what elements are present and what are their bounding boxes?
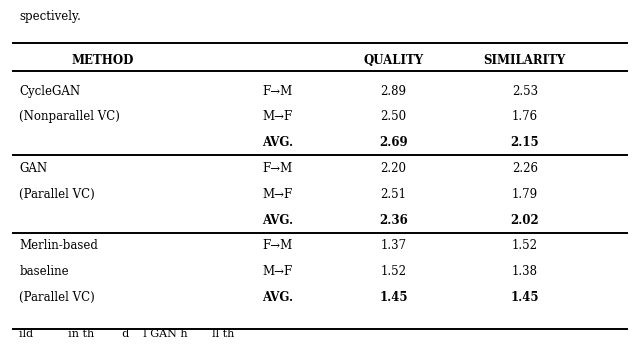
Text: 2.20: 2.20	[381, 162, 406, 175]
Text: 1.52: 1.52	[512, 239, 538, 252]
Text: CycleGAN: CycleGAN	[19, 85, 81, 98]
Text: F→M: F→M	[262, 239, 292, 252]
Text: M→F: M→F	[262, 265, 292, 278]
Text: spectively.: spectively.	[19, 10, 81, 23]
Text: 2.53: 2.53	[512, 85, 538, 98]
Text: M→F: M→F	[262, 110, 292, 123]
Text: 1.38: 1.38	[512, 265, 538, 278]
Text: 2.36: 2.36	[380, 214, 408, 227]
Text: M→F: M→F	[262, 188, 292, 201]
Text: (Parallel VC): (Parallel VC)	[19, 188, 95, 201]
Text: 2.89: 2.89	[381, 85, 406, 98]
Text: AVG.: AVG.	[262, 136, 294, 149]
Text: 1.79: 1.79	[512, 188, 538, 201]
Text: 1.37: 1.37	[381, 239, 406, 252]
Text: AVG.: AVG.	[262, 291, 294, 304]
Text: ild          in th        d    l GAN h       ll th: ild in th d l GAN h ll th	[19, 329, 235, 339]
Text: 2.26: 2.26	[512, 162, 538, 175]
Text: Merlin-based: Merlin-based	[19, 239, 98, 252]
Text: 2.50: 2.50	[381, 110, 406, 123]
Text: 2.15: 2.15	[511, 136, 539, 149]
Text: 1.45: 1.45	[380, 291, 408, 304]
Text: QUALITY: QUALITY	[364, 54, 424, 67]
Text: 2.51: 2.51	[381, 188, 406, 201]
Text: (Nonparallel VC): (Nonparallel VC)	[19, 110, 120, 123]
Text: (Parallel VC): (Parallel VC)	[19, 291, 95, 304]
Text: SIMILARITY: SIMILARITY	[484, 54, 566, 67]
Text: GAN: GAN	[19, 162, 47, 175]
Text: F→M: F→M	[262, 162, 292, 175]
Text: AVG.: AVG.	[262, 214, 294, 227]
Text: 1.45: 1.45	[511, 291, 539, 304]
Text: 2.02: 2.02	[511, 214, 539, 227]
Text: 1.76: 1.76	[512, 110, 538, 123]
Text: METHOD: METHOD	[71, 54, 134, 67]
Text: F→M: F→M	[262, 85, 292, 98]
Text: baseline: baseline	[19, 265, 69, 278]
Text: 2.69: 2.69	[380, 136, 408, 149]
Text: 1.52: 1.52	[381, 265, 406, 278]
